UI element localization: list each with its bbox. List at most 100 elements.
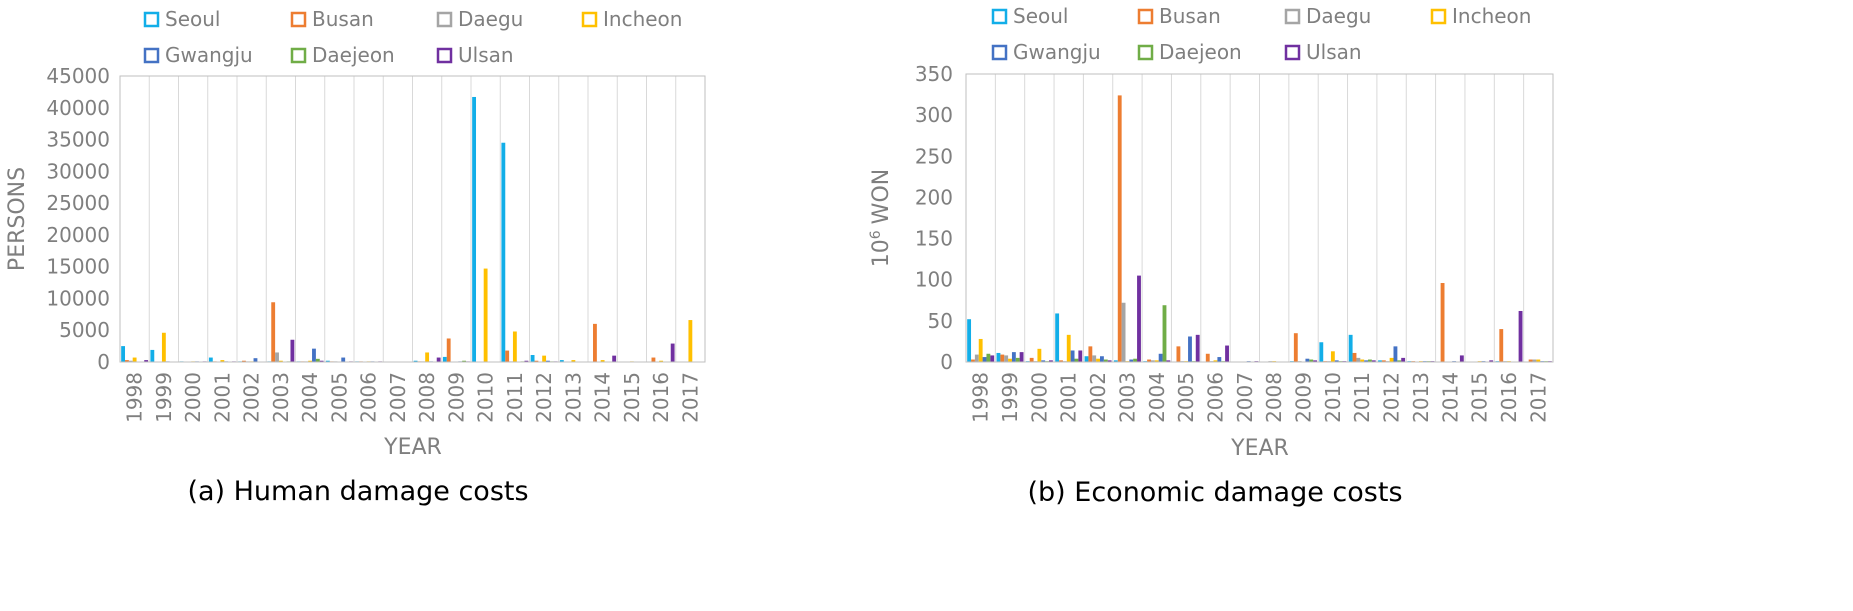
bar-seoul-2005	[325, 360, 330, 362]
gridlines	[148, 76, 677, 362]
y-tick-label: 300	[915, 103, 953, 127]
bar-incheon-2001	[1066, 334, 1071, 362]
bar-ulsan-1999	[1019, 352, 1024, 362]
legend-label: Busan	[312, 7, 374, 31]
bar-daejeon-2003	[1133, 358, 1138, 362]
bar-ulsan-2011	[524, 360, 529, 362]
bar-ulsan-2005	[1195, 334, 1200, 362]
bar-seoul-2013	[559, 360, 564, 362]
legend-label: Daejeon	[1159, 40, 1242, 64]
bar-daegu-1998	[974, 354, 979, 362]
x-tick-label: 2005	[1174, 372, 1198, 423]
bar-gwangju-2002	[253, 358, 258, 362]
legend-item-daejeon: Daejeon	[1137, 40, 1242, 64]
legend-label: Incheon	[1452, 4, 1531, 28]
bar-busan-2002	[1088, 346, 1093, 362]
bar-seoul-2009	[442, 356, 447, 362]
bar-ulsan-2011	[1371, 360, 1376, 362]
legend-item-ulsan: Ulsan	[436, 43, 514, 67]
bar-gwangju-2000	[1041, 360, 1046, 362]
legend-swatch	[1284, 44, 1301, 61]
bar-gwangju-2006	[1217, 357, 1222, 362]
x-tick-label: 2011	[1350, 372, 1374, 423]
bar-daegu-2003	[1121, 302, 1126, 362]
y-tick-label: 45000	[46, 64, 110, 88]
bar-daegu-2011	[1356, 357, 1361, 362]
bar-incheon-2014	[600, 360, 605, 362]
y-tick-label: 25000	[46, 191, 110, 215]
legend-item-daejeon: Daejeon	[290, 43, 395, 67]
legend-swatch	[436, 11, 453, 28]
chart-human-damage: Seoul Busan Daegu Incheon Gwangju Daejeon Ulsa…	[5, 7, 706, 507]
bar-incheon-1999	[161, 332, 166, 362]
bar-busan-1999	[1000, 354, 1005, 362]
bar-ulsan-2001	[1078, 350, 1083, 362]
bar-incheon-2001	[220, 360, 225, 362]
bar-ulsan-2000	[1049, 360, 1053, 362]
bar-incheon-2011	[1360, 359, 1365, 362]
y-axis-label: PERSONS	[5, 167, 30, 271]
legend: Seoul Busan Daegu Incheon Gwangju Daejeon Ulsa…	[991, 4, 1531, 64]
y-axis-label: 106WON	[868, 169, 894, 267]
legend-label: Gwangju	[1013, 40, 1101, 64]
bar-incheon-1998	[132, 357, 137, 362]
bar-incheon-2006	[1213, 360, 1218, 362]
bar-daejeon-1999	[1015, 357, 1020, 362]
y-tick-label: 100	[915, 268, 953, 292]
bar-busan-2012	[534, 360, 539, 362]
legend-item-daegu: Daegu	[1284, 4, 1371, 28]
y-tick-label: 20000	[46, 223, 110, 247]
bar-busan-2011	[1352, 352, 1357, 362]
x-axis-label: YEAR	[383, 435, 442, 460]
x-tick-label: 2008	[415, 372, 439, 423]
y-tick-label: 250	[915, 144, 953, 168]
legend-swatch	[143, 11, 160, 28]
bar-seoul-1999	[996, 352, 1001, 362]
x-tick-label: 1999	[998, 372, 1022, 423]
bar-busan-2011	[505, 350, 510, 362]
bar-seoul-1998	[967, 319, 972, 362]
bar-gwangju-2001	[1070, 350, 1075, 362]
bar-incheon-2010	[1330, 351, 1335, 362]
legend-item-daegu: Daegu	[436, 7, 523, 31]
legend-label: Gwangju	[165, 43, 253, 67]
bar-busan-2016	[1499, 329, 1504, 362]
legend-swatch	[1430, 8, 1447, 25]
bar-busan-2002	[242, 360, 246, 362]
bar-busan-2009	[1293, 333, 1298, 362]
x-tick-label: 2000	[181, 372, 205, 423]
x-tick-label: 2016	[649, 372, 673, 423]
bar-seoul-2010	[1319, 342, 1324, 362]
x-tick-label: 2015	[620, 372, 644, 423]
bar-incheon-2011	[512, 331, 517, 362]
bar-gwangju-2002	[1100, 356, 1104, 362]
bar-daejeon-1998	[986, 353, 991, 362]
bar-busan-2006	[1205, 353, 1210, 362]
x-tick-label: 2009	[1292, 372, 1316, 423]
y-tick-label: 50	[928, 309, 953, 333]
x-tick-label: 2004	[298, 372, 322, 423]
bar-seoul-2011	[1348, 334, 1353, 362]
y-tick-label: 5000	[59, 318, 110, 342]
x-tick-label: 2002	[240, 372, 264, 423]
bar-ulsan-2003	[290, 339, 295, 362]
legend-swatch	[991, 8, 1008, 25]
legend-swatch	[1137, 8, 1154, 25]
x-tick-label: 2011	[503, 372, 527, 423]
bar-ulsan-1998	[144, 360, 149, 362]
y-tick-label: 30000	[46, 159, 110, 183]
x-tick-label: 1999	[152, 372, 176, 423]
bar-seoul-2010	[472, 96, 477, 363]
plot-area	[965, 73, 1554, 363]
legend-label: Daegu	[1306, 4, 1371, 28]
x-tick-label: 2004	[1145, 372, 1169, 423]
bar-busan-2014	[593, 323, 597, 362]
bar-daejeon-2009	[462, 360, 466, 362]
bar-gwangju-2004	[1158, 353, 1163, 362]
bar-incheon-2002	[1096, 358, 1101, 362]
legend-item-gwangju: Gwangju	[143, 43, 253, 67]
bar-busan-1998	[125, 360, 129, 362]
x-tick-label: 2013	[1409, 372, 1433, 423]
